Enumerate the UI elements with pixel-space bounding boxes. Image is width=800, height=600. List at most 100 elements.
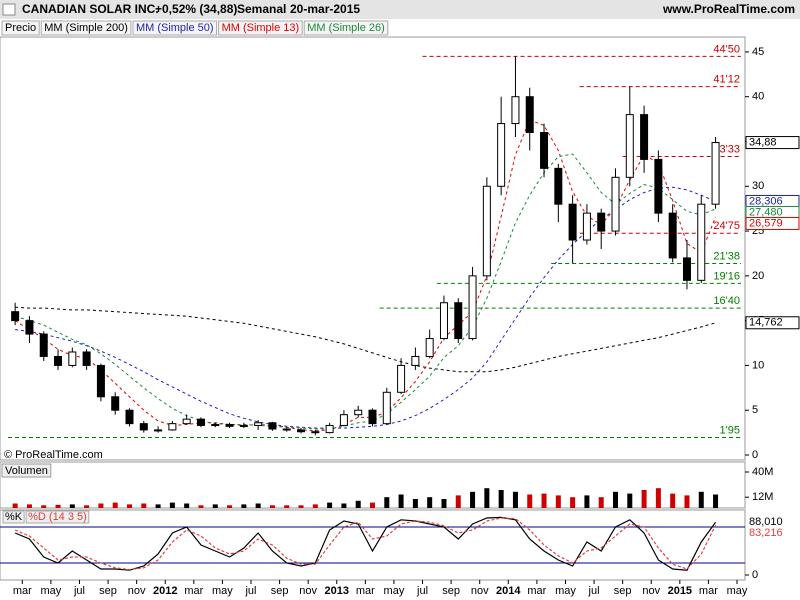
y-tick-label: 40M	[752, 466, 773, 478]
candle-body	[339, 414, 348, 426]
moving-average	[14, 153, 716, 430]
volume-bar	[698, 491, 704, 508]
candle-body	[554, 167, 563, 205]
volume-bar	[26, 504, 32, 508]
current-value-label: 83,216	[749, 527, 783, 539]
candle-body	[154, 429, 163, 432]
volume-bar	[284, 505, 290, 508]
x-tick-label: jul	[416, 585, 428, 597]
candle-body	[511, 96, 520, 125]
y-tick-label: 5	[752, 404, 758, 416]
candle-body	[182, 418, 191, 425]
x-tick-label: 2012	[153, 585, 177, 597]
panel-label: Volumen	[5, 465, 48, 477]
x-tick-label: mar	[699, 585, 718, 597]
candle-body	[82, 351, 91, 366]
volume-bar	[269, 505, 275, 508]
volume-bar	[441, 499, 447, 508]
x-tick-label: jul	[244, 585, 256, 597]
candle-body	[597, 212, 606, 232]
volume-bar	[155, 504, 161, 508]
current-value-label: 27,480	[749, 206, 783, 218]
header-bar	[0, 0, 800, 19]
candle-body	[125, 409, 134, 425]
candle-body	[497, 123, 506, 187]
x-tick-label: mar	[356, 585, 375, 597]
oscillator-line	[14, 516, 717, 571]
volume-bar	[412, 499, 418, 508]
candle-body	[68, 351, 77, 366]
x-tick-label: may	[40, 585, 61, 597]
candle-body	[54, 355, 63, 366]
volume-bar	[713, 494, 719, 508]
candle-body	[425, 338, 434, 357]
candle-body	[382, 391, 391, 425]
candle-body	[25, 320, 34, 335]
y-tick-label: 10	[752, 359, 764, 371]
volume-bar	[584, 495, 590, 508]
candle-body	[168, 423, 177, 431]
volume-bar	[12, 503, 18, 508]
x-tick-label: mar	[184, 585, 203, 597]
volume-bar	[312, 504, 318, 508]
candle-body	[196, 418, 205, 426]
legend-box	[2, 510, 25, 524]
candle-body	[254, 422, 263, 426]
volume-bar	[512, 491, 518, 508]
x-tick-label: mar	[13, 585, 32, 597]
oscillator-line	[14, 517, 717, 571]
period: Semanal	[237, 2, 286, 16]
volume-bar	[555, 495, 561, 508]
candle-body	[439, 302, 448, 340]
volume-bar	[141, 503, 147, 508]
menu-icon[interactable]	[2, 3, 16, 16]
current-value-box	[745, 316, 800, 330]
volume-bar	[255, 503, 261, 508]
legend-label: MM (Simple 50)	[136, 22, 214, 34]
volume-bar	[98, 503, 104, 508]
moving-average	[15, 306, 716, 373]
candle-body	[239, 424, 248, 427]
candle-body	[311, 431, 320, 434]
legend-box	[40, 20, 132, 36]
volume-bar	[41, 505, 47, 508]
level-label: 44'50	[713, 43, 740, 55]
candle-body	[397, 364, 406, 393]
candle-body	[697, 203, 706, 281]
candle-body	[268, 422, 277, 430]
volume-bar	[484, 488, 490, 508]
x-tick-label: sep	[442, 585, 460, 597]
candle-body	[625, 114, 634, 178]
x-tick-label: may	[555, 585, 576, 597]
volume-bar	[212, 504, 218, 508]
candle-body	[668, 212, 677, 259]
candle-body	[654, 158, 663, 214]
level-label: 16'40	[713, 295, 740, 307]
candle-body	[297, 429, 306, 433]
candle-body	[211, 424, 220, 427]
x-tick-label: may	[212, 585, 233, 597]
candle-body	[11, 311, 20, 322]
current-value-label: 26,579	[749, 217, 783, 229]
x-tick-label: nov	[471, 585, 489, 597]
level-label: 33'33	[713, 143, 740, 155]
legend-box	[218, 20, 303, 36]
candle-body	[682, 257, 691, 281]
volume-bar	[355, 500, 361, 508]
x-tick-label: 2013	[325, 585, 349, 597]
current-value-box	[745, 136, 800, 150]
current-value-label: 14,762	[749, 317, 783, 329]
volume-bar	[341, 503, 347, 508]
candle-body	[482, 185, 491, 277]
volume-bar	[84, 505, 90, 508]
legend-label: %D (14 3 5)	[28, 511, 87, 523]
legend-label: %K	[5, 511, 23, 523]
volume-bar	[227, 505, 233, 508]
candle-body	[354, 409, 363, 416]
legend-box	[25, 510, 90, 524]
level-label: 21'38	[713, 250, 740, 262]
stoch-panel	[0, 509, 746, 581]
volume-bar	[69, 504, 75, 508]
volume-panel	[0, 461, 746, 509]
legend: Precio MM (Simple 200) MM (Simple 50) MM (S…	[1, 20, 389, 36]
